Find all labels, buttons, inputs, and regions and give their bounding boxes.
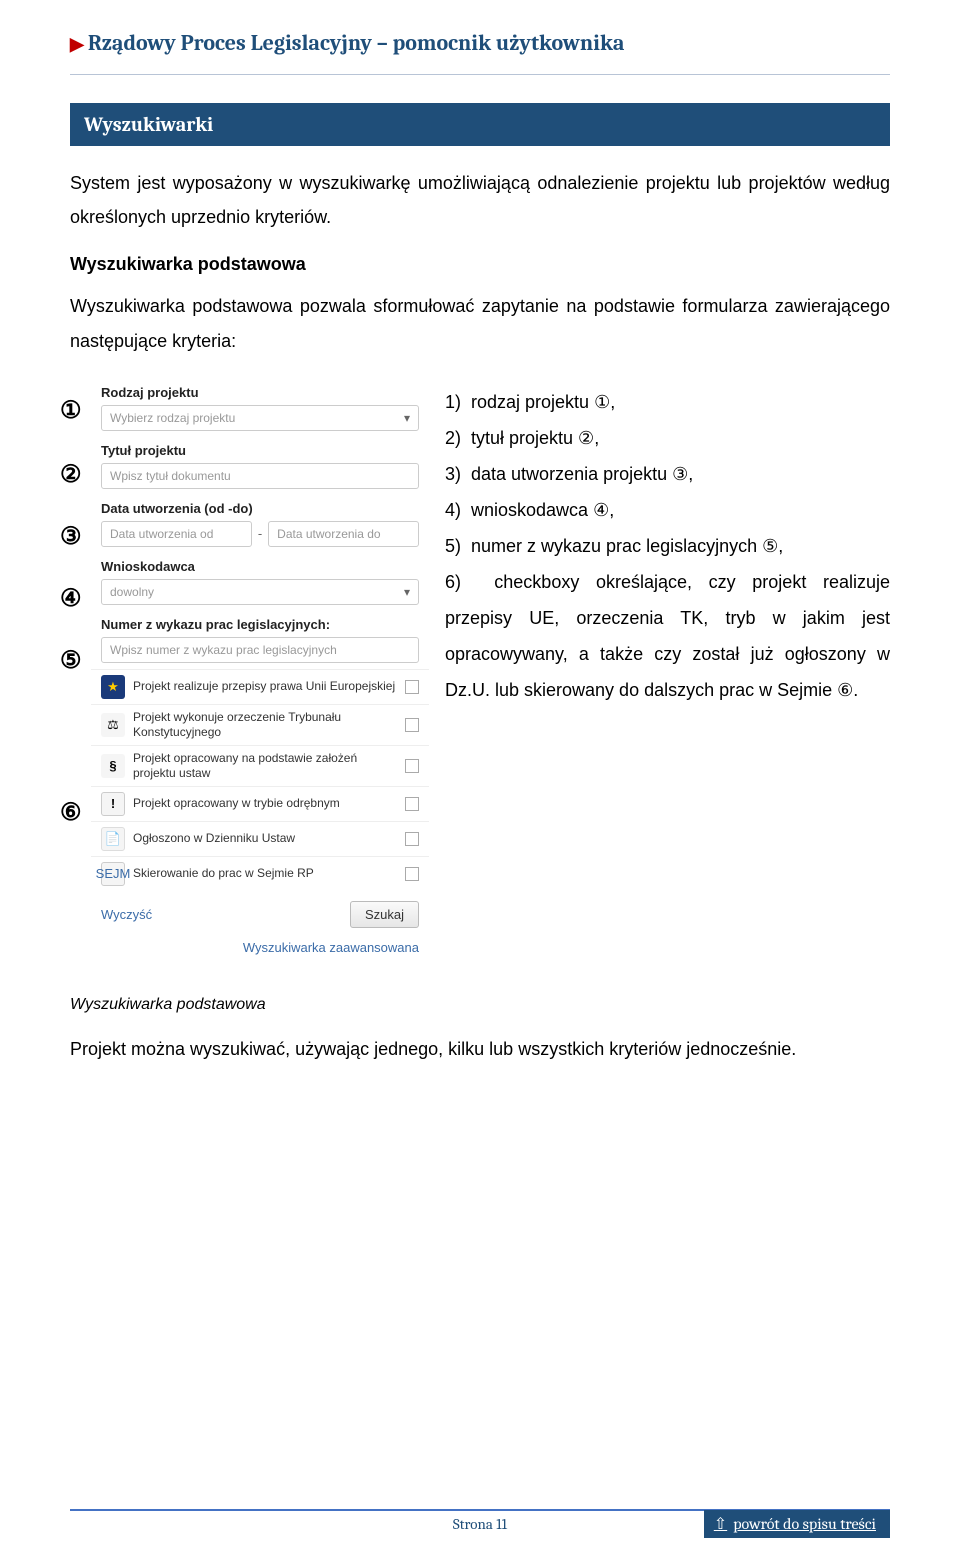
check-row-dziennik[interactable]: 📄 Ogłoszono w Dzienniku Ustaw bbox=[91, 821, 429, 856]
marker-5: ⑤ bbox=[60, 646, 82, 675]
section-icon: § bbox=[101, 754, 125, 778]
page-number: Strona 11 bbox=[453, 1515, 507, 1533]
checkbox[interactable] bbox=[405, 832, 419, 846]
input-data-od[interactable]: Data utworzenia od bbox=[101, 521, 252, 547]
check-row-odrebny[interactable]: ! Projekt opracowany w trybie odrębnym bbox=[91, 786, 429, 821]
criteria-item: 2) tytuł projektu ②, bbox=[445, 420, 890, 456]
criteria-item: 6) checkboxy określające, czy projekt re… bbox=[445, 564, 890, 708]
figure-caption: Wyszukiwarka podstawowa bbox=[70, 996, 890, 1014]
label-wnioskodawca: Wnioskodawca bbox=[91, 553, 429, 577]
header-title-text: Rządowy Proces Legislacyjny – pomocnik u… bbox=[88, 30, 625, 56]
document-icon: 📄 bbox=[101, 827, 125, 851]
intro-paragraph: System jest wyposażony w wyszukiwarkę um… bbox=[70, 166, 890, 234]
search-button[interactable]: Szukaj bbox=[350, 901, 419, 928]
checkbox[interactable] bbox=[405, 797, 419, 811]
section-title: Wyszukiwarki bbox=[70, 103, 890, 146]
marker-2: ② bbox=[60, 460, 82, 489]
check-row-sejm[interactable]: SEJM Skierowanie do prac w Sejmie RP bbox=[91, 856, 429, 891]
checkbox[interactable] bbox=[405, 867, 419, 881]
criteria-item: 4) wnioskodawca ④, bbox=[445, 492, 890, 528]
date-separator: - bbox=[258, 526, 262, 541]
criteria-item: 3) data utworzenia projektu ③, bbox=[445, 456, 890, 492]
exclamation-icon: ! bbox=[101, 792, 125, 816]
label-tytul: Tytuł projektu bbox=[91, 437, 429, 461]
marker-1: ① bbox=[60, 396, 82, 425]
criteria-item: 1) rodzaj projektu ①, bbox=[445, 384, 890, 420]
select-rodzaj[interactable]: Wybierz rodzaj projektu bbox=[101, 405, 419, 431]
header-arrow-icon: ▶ bbox=[70, 34, 84, 55]
checkbox[interactable] bbox=[405, 718, 419, 732]
up-arrow-icon: ⇧ bbox=[714, 1514, 727, 1533]
advanced-search-link[interactable]: Wyszukiwarka zaawansowana bbox=[91, 934, 429, 965]
outro-paragraph: Projekt można wyszukiwać, używając jedne… bbox=[70, 1032, 890, 1066]
checkbox[interactable] bbox=[405, 759, 419, 773]
input-tytul[interactable]: Wpisz tytuł dokumentu bbox=[101, 463, 419, 489]
clear-link[interactable]: Wyczyść bbox=[101, 907, 152, 922]
select-wnioskodawca[interactable]: dowolny bbox=[101, 579, 419, 605]
criteria-list: 1) rodzaj projektu ①, 2) tytuł projektu … bbox=[445, 378, 890, 708]
sub-heading: Wyszukiwarka podstawowa bbox=[70, 254, 890, 275]
check-row-zalozenia[interactable]: § Projekt opracowany na podstawie założe… bbox=[91, 745, 429, 786]
search-form-screenshot: ① ② ③ ④ ⑤ ⑥ Rodzaj projektu Wybierz rodz… bbox=[70, 378, 430, 966]
criteria-item: 5) numer z wykazu prac legislacyjnych ⑤, bbox=[445, 528, 890, 564]
marker-3: ③ bbox=[60, 522, 82, 551]
return-to-toc-link[interactable]: ⇧ powrót do spisu treści bbox=[704, 1510, 890, 1538]
form-container: Rodzaj projektu Wybierz rodzaj projektu … bbox=[90, 378, 430, 966]
page-footer: Strona 11 ⇧ powrót do spisu treści bbox=[0, 1509, 960, 1533]
check-row-eu[interactable]: ★ Projekt realizuje przepisy prawa Unii … bbox=[91, 669, 429, 704]
check-row-tk[interactable]: ⚖ Projekt wykonuje orzeczenie Trybunału … bbox=[91, 704, 429, 745]
input-numer[interactable]: Wpisz numer z wykazu prac legislacyjnych bbox=[101, 637, 419, 663]
label-numer: Numer z wykazu prac legislacyjnych: bbox=[91, 611, 429, 635]
label-rodzaj: Rodzaj projektu bbox=[91, 379, 429, 403]
marker-6: ⑥ bbox=[60, 798, 82, 827]
checkbox[interactable] bbox=[405, 680, 419, 694]
sub-intro-paragraph: Wyszukiwarka podstawowa pozwala sformuło… bbox=[70, 289, 890, 357]
gavel-icon: ⚖ bbox=[101, 713, 125, 737]
input-data-do[interactable]: Data utworzenia do bbox=[268, 521, 419, 547]
eu-flag-icon: ★ bbox=[101, 675, 125, 699]
sejm-icon: SEJM bbox=[101, 862, 125, 886]
label-data: Data utworzenia (od -do) bbox=[91, 495, 429, 519]
marker-4: ④ bbox=[60, 584, 82, 613]
page-header: ▶Rządowy Proces Legislacyjny – pomocnik … bbox=[70, 30, 890, 75]
